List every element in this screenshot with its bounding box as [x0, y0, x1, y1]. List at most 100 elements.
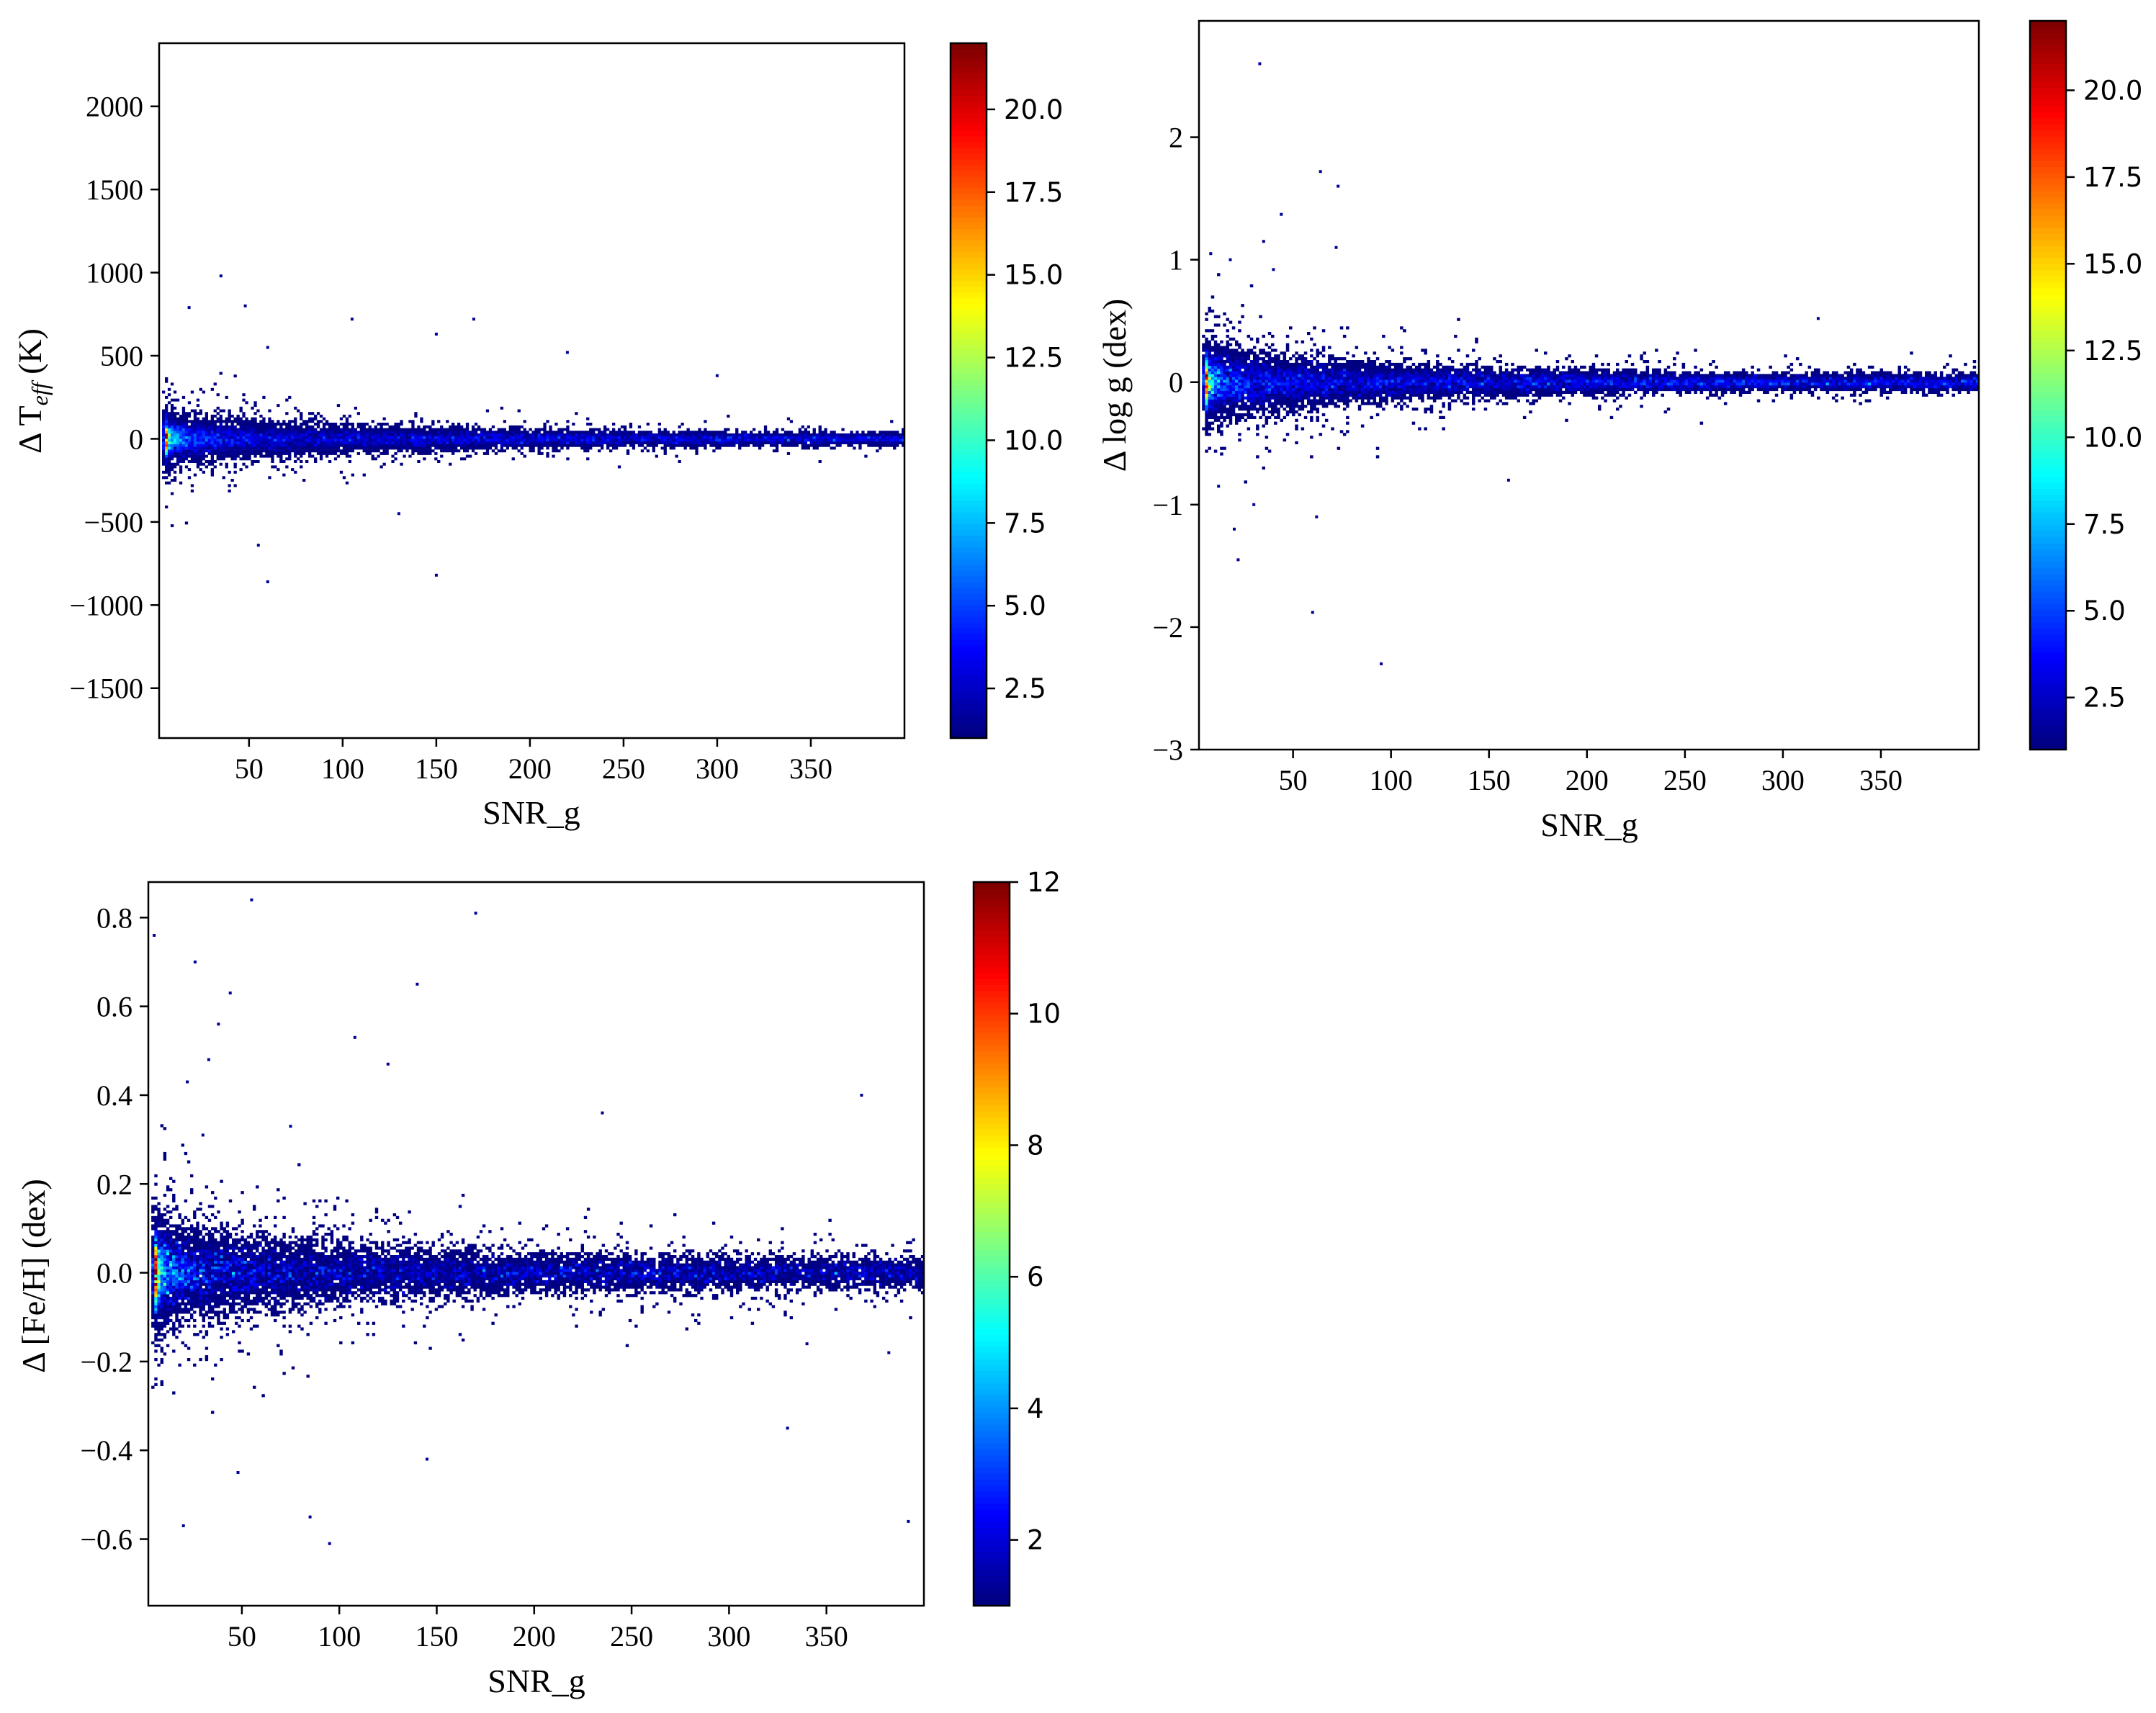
teff-density-bin [187, 439, 192, 442]
logg-density-bin [1522, 390, 1527, 394]
teff-density-bin [305, 460, 309, 463]
teff-density-bin [772, 441, 776, 444]
logg-density-bin [1954, 385, 1959, 389]
logg-density-bin [1439, 382, 1442, 386]
logg-density-bin [1352, 396, 1355, 400]
teff-density-bin [300, 412, 303, 415]
teff-density-bin [434, 431, 438, 434]
teff-colorbar-frame [949, 42, 988, 739]
teff-density-bin [190, 428, 194, 431]
logg-density-bin [1259, 415, 1262, 419]
logg-density-bin [1799, 385, 1802, 389]
logg-density-bin [1247, 405, 1251, 408]
teff-density-bin [379, 433, 383, 436]
teff-density-bin [377, 449, 380, 453]
teff-density-bin [265, 454, 269, 458]
teff-density-bin [546, 446, 549, 450]
teff-density-bin [873, 431, 876, 434]
teff-density-bin [308, 451, 312, 455]
logg-density-bin [1238, 405, 1241, 408]
teff-density-bin [554, 431, 558, 434]
teff-density-bin [259, 428, 263, 431]
teff-density-bin [534, 444, 538, 447]
teff-density-bin [162, 457, 166, 461]
logg-density-bin [1720, 377, 1725, 380]
logg-density-bin [1969, 382, 1973, 386]
teff-density-bin [523, 431, 526, 434]
teff-density-bin [741, 433, 745, 436]
teff-density-bin [362, 425, 366, 428]
teff-density-bin [348, 428, 351, 431]
logg-density-bin [1882, 387, 1887, 392]
teff-density-bin [612, 431, 616, 434]
logg-density-bin [1205, 418, 1208, 422]
teff-density-bin [738, 444, 742, 447]
teff-density-bin [196, 398, 200, 402]
logg-density-bin [1249, 393, 1254, 397]
teff-density-bin [176, 457, 180, 461]
logg-density-bin [1447, 405, 1452, 408]
teff-density-bin [586, 439, 590, 442]
logg-density-bin [1411, 390, 1416, 394]
logg-density-bin [1496, 382, 1499, 386]
teff-colorbar-segment [951, 315, 987, 322]
logg-density-bin [1519, 385, 1524, 389]
logg-density-bin [1289, 402, 1293, 405]
teff-density-bin [569, 444, 572, 447]
logg-density-bin [1789, 377, 1794, 380]
teff-density-bin [408, 428, 412, 431]
teff-density-bin [187, 401, 192, 405]
teff-density-bin [271, 425, 274, 428]
logg-density-bin [1292, 396, 1295, 400]
logg-density-bin [1936, 379, 1941, 383]
logg-density-bin [1859, 379, 1862, 383]
logg-density-bin [1247, 377, 1251, 380]
logg-density-bin [1307, 379, 1311, 383]
teff-density-bin [477, 425, 481, 428]
teff-density-bin [368, 433, 372, 436]
teff-density-bin [400, 431, 403, 434]
teff-density-bin [420, 436, 423, 439]
logg-density-bin [1205, 433, 1208, 436]
teff-density-bin [578, 433, 581, 436]
logg-density-bin [1393, 390, 1398, 394]
teff-density-bin [701, 433, 704, 436]
logg-density-bin [1280, 390, 1283, 394]
logg-density-bin [1555, 377, 1560, 380]
logg-density-bin [1342, 393, 1347, 397]
logg-density-bin [1771, 399, 1776, 403]
teff-density-bin [640, 441, 644, 444]
teff-density-bin [747, 441, 750, 444]
teff-density-bin [339, 441, 343, 444]
teff-density-bin [265, 451, 269, 455]
logg-density-bin [1522, 385, 1527, 389]
logg-density-bin [1231, 382, 1236, 386]
logg-density-bin [1364, 377, 1367, 380]
teff-density-bin [864, 436, 868, 439]
teff-density-bin [403, 444, 406, 447]
teff-density-bin [181, 449, 186, 453]
teff-density-bin [282, 441, 286, 444]
teff-density-bin [414, 436, 418, 439]
logg-density-bin [1607, 385, 1610, 389]
logg-density-bin [1238, 385, 1241, 389]
logg-density-bin [1835, 385, 1838, 389]
teff-colorbar-segment [951, 703, 987, 710]
teff-colorbar-segment [951, 78, 987, 84]
teff-density-bin [302, 446, 306, 450]
teff-density-bin [302, 423, 306, 426]
teff-density-bin [675, 441, 678, 444]
teff-density-bin [282, 451, 286, 455]
teff-density-bin [578, 439, 581, 442]
logg-density-bin [1871, 385, 1874, 389]
teff-density-bin [893, 441, 897, 444]
teff-density-bin [423, 439, 426, 442]
teff-colorbar-segment [951, 158, 987, 166]
logg-density-bin [1385, 402, 1388, 405]
logg-density-bin [1313, 408, 1316, 411]
teff-density-bin [408, 436, 412, 439]
logg-density-bin [1283, 399, 1287, 403]
logg-density-bin [1274, 390, 1277, 394]
teff-density-bin [216, 431, 220, 434]
teff-density-bin [508, 436, 512, 439]
